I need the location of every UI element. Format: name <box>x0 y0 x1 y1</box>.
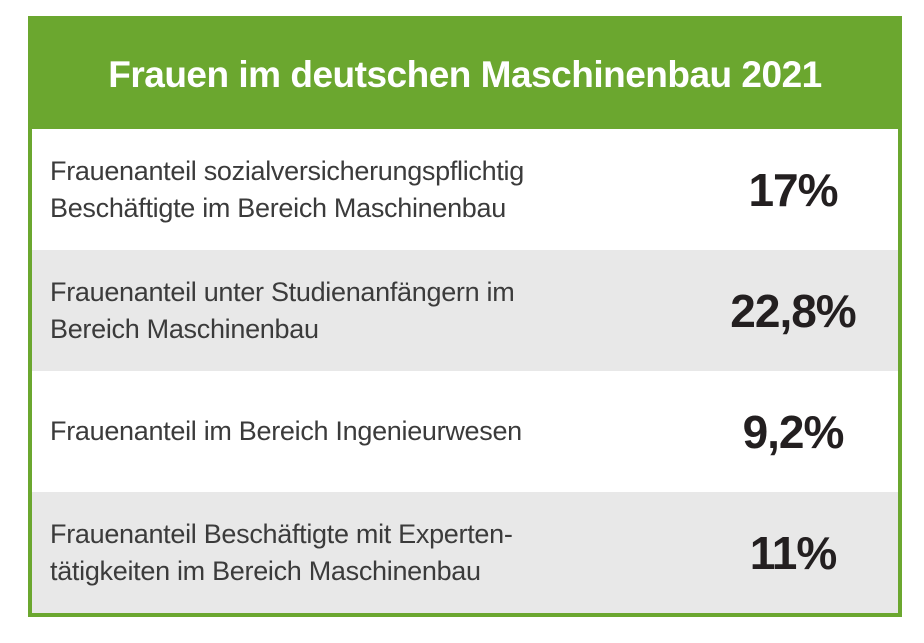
row-label: Frauenanteil unter Studienanfängern im B… <box>32 274 688 348</box>
row-value: 11% <box>749 526 838 579</box>
row-label-line: Frauenanteil unter Studienanfängern im <box>50 276 515 307</box>
row-value: 22,8% <box>730 284 856 337</box>
table-row: Frauenanteil unter Studienanfängern im B… <box>32 250 898 371</box>
table-row: Frauenanteil Beschäftigte mit Experten- … <box>32 492 898 613</box>
table-row: Frauenanteil im Bereich Ingenieurwesen 9… <box>32 371 898 492</box>
row-value: 9,2% <box>742 405 845 458</box>
row-label-line: Bereich Maschinenbau <box>50 313 319 344</box>
row-label: Frauenanteil Beschäftigte mit Experten- … <box>32 516 688 590</box>
table-row: Frauenanteil sozialversicherungspflichti… <box>32 129 898 250</box>
row-label-line: Frauenanteil sozialversicherungspflichti… <box>50 155 524 186</box>
row-label-line: Frauenanteil im Bereich Ingenieurwesen <box>50 416 522 446</box>
page-title: Frauen im deutschen Maschinenbau 2021 <box>108 53 822 95</box>
panel-header: Frauen im deutschen Maschinenbau 2021 <box>32 20 898 129</box>
statistics-panel: Frauen im deutschen Maschinenbau 2021 Fr… <box>28 16 902 617</box>
row-label-line: tätigkeiten im Bereich Maschinenbau <box>50 555 481 586</box>
row-label: Frauenanteil im Bereich Ingenieurwesen <box>32 413 688 450</box>
row-label-line: Frauenanteil Beschäftigte mit Experten- <box>50 518 513 549</box>
row-label-line: Beschäftigte im Bereich Maschinenbau <box>50 192 506 223</box>
row-label: Frauenanteil sozialversicherungspflichti… <box>32 153 688 227</box>
row-value: 17% <box>748 163 838 216</box>
